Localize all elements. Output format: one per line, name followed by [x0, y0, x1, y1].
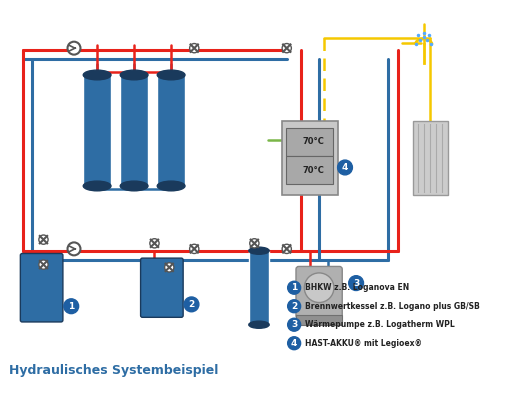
Ellipse shape	[248, 247, 269, 254]
Bar	[120, 75, 147, 186]
Circle shape	[164, 263, 174, 272]
Text: 1: 1	[290, 283, 296, 292]
Text: Brennwertkessel z.B. Logano plus GB/SB: Brennwertkessel z.B. Logano plus GB/SB	[305, 302, 479, 311]
Bar	[282, 121, 337, 195]
Circle shape	[287, 337, 300, 350]
Text: 3: 3	[352, 279, 359, 287]
Circle shape	[64, 299, 78, 314]
Circle shape	[282, 244, 291, 253]
Circle shape	[348, 276, 363, 291]
FancyBboxPatch shape	[20, 253, 63, 322]
Circle shape	[39, 260, 48, 269]
Circle shape	[189, 44, 198, 53]
Text: Hydraulisches Systembeispiel: Hydraulisches Systembeispiel	[9, 364, 218, 377]
Text: 1: 1	[68, 302, 74, 311]
Circle shape	[184, 297, 198, 312]
Text: 4: 4	[290, 339, 297, 348]
Circle shape	[67, 42, 80, 55]
Circle shape	[282, 44, 291, 53]
Bar	[286, 128, 333, 156]
Ellipse shape	[157, 70, 185, 80]
Circle shape	[287, 281, 300, 294]
Circle shape	[39, 235, 48, 244]
Ellipse shape	[248, 321, 269, 328]
Ellipse shape	[120, 70, 147, 80]
Text: 2: 2	[188, 300, 194, 309]
Text: 3: 3	[290, 320, 296, 329]
FancyBboxPatch shape	[295, 267, 341, 318]
Circle shape	[287, 300, 300, 313]
Ellipse shape	[83, 70, 111, 80]
Text: 70°C: 70°C	[302, 166, 324, 175]
Circle shape	[67, 242, 80, 255]
Bar	[83, 75, 111, 186]
Text: HAST-AKKU® mit Legioex®: HAST-AKKU® mit Legioex®	[305, 339, 421, 348]
Bar	[412, 121, 447, 195]
Bar	[295, 316, 341, 325]
Text: BHKW z.B. Loganova EN: BHKW z.B. Loganova EN	[305, 283, 409, 292]
Text: 4: 4	[341, 163, 347, 172]
FancyBboxPatch shape	[140, 258, 183, 317]
Ellipse shape	[157, 181, 185, 191]
Circle shape	[304, 273, 333, 303]
Text: 2: 2	[290, 302, 296, 311]
Circle shape	[189, 244, 198, 253]
Ellipse shape	[83, 181, 111, 191]
Text: 70°C: 70°C	[302, 137, 324, 147]
Bar	[157, 75, 185, 186]
Circle shape	[249, 239, 259, 248]
Circle shape	[149, 239, 159, 248]
Circle shape	[287, 318, 300, 331]
Circle shape	[337, 160, 351, 175]
Bar	[286, 156, 333, 184]
Ellipse shape	[120, 181, 147, 191]
Bar	[248, 251, 269, 325]
Text: Wärmepumpe z.B. Logatherm WPL: Wärmepumpe z.B. Logatherm WPL	[305, 320, 454, 329]
